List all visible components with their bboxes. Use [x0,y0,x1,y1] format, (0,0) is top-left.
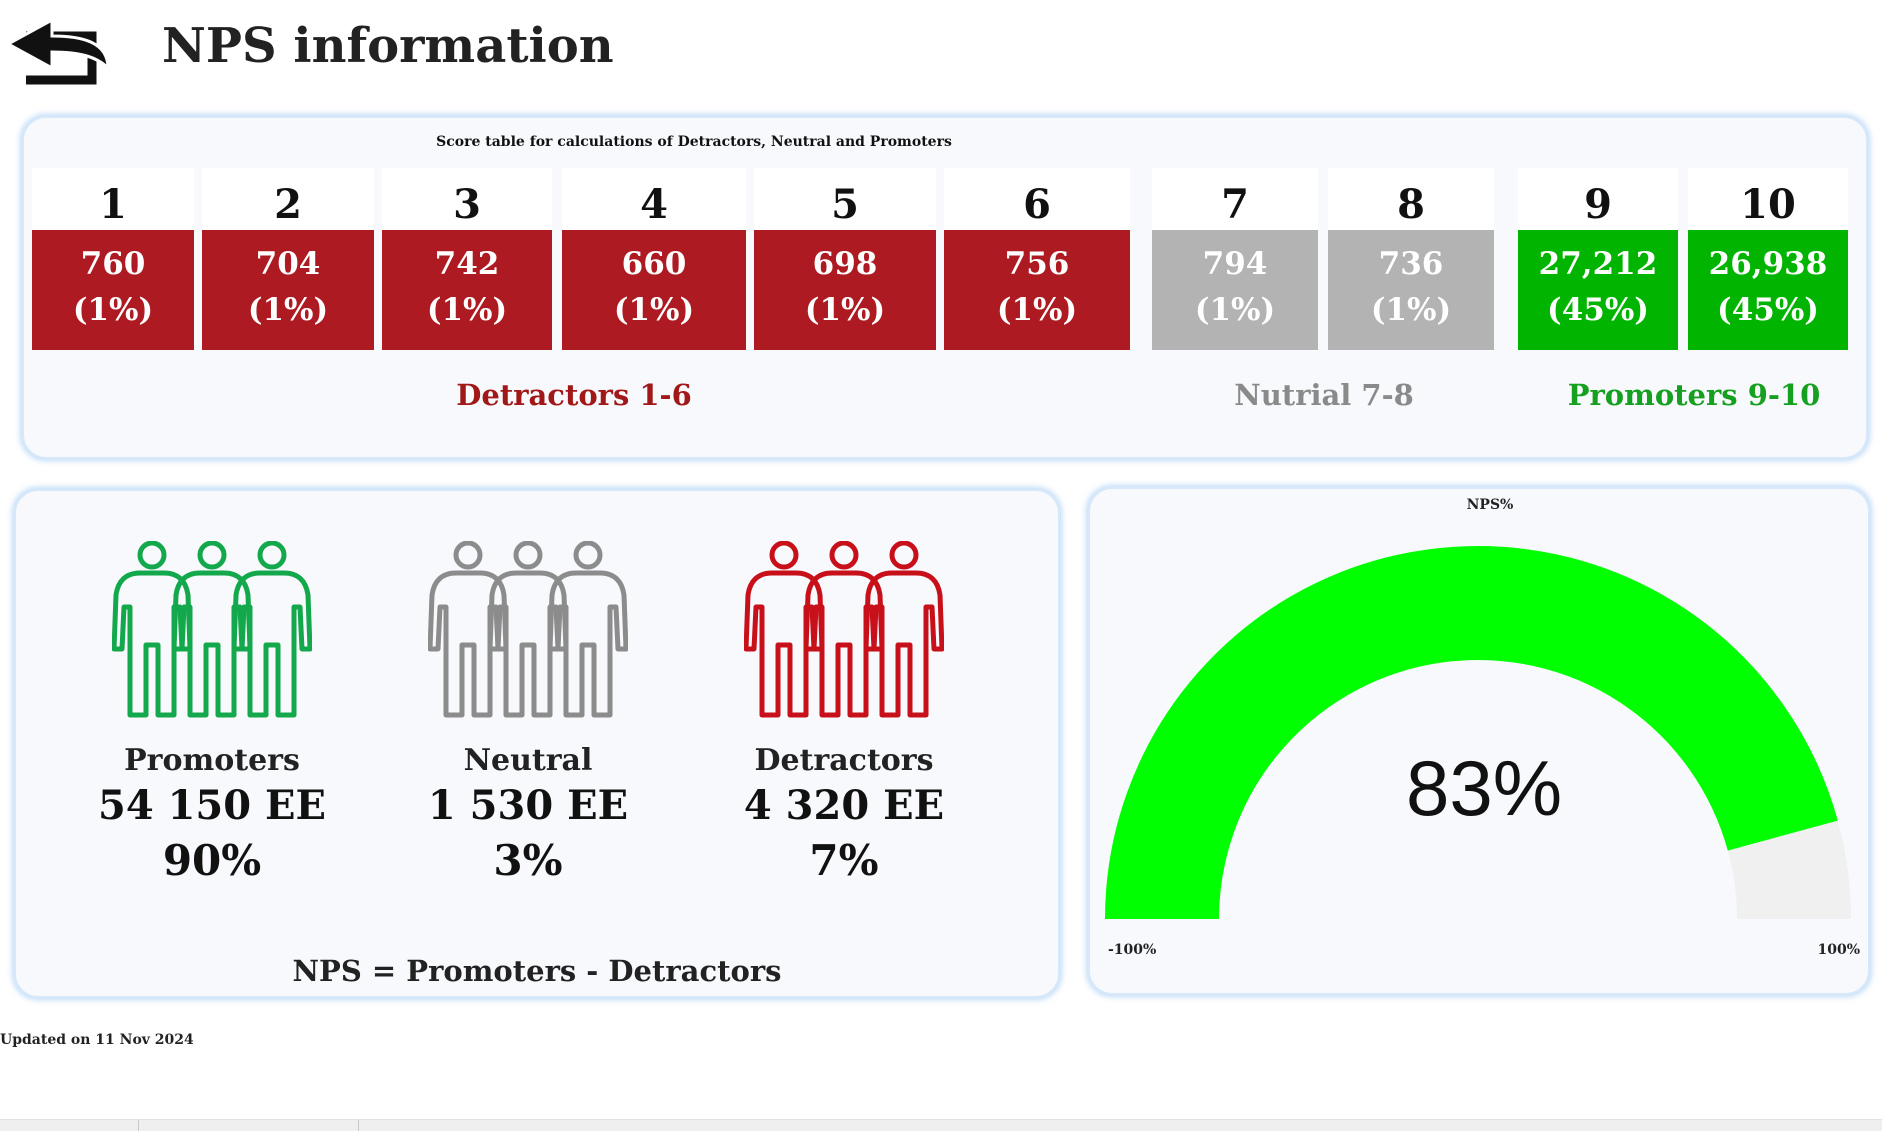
score-number: 10 [1688,168,1848,230]
detractors-group-label: Detractors 1-6 [456,378,692,412]
detractors-label: Detractors [754,743,934,778]
score-count: 756 [1004,246,1070,282]
nps-formula: NPS = Promoters - Detractors [292,954,782,988]
neutral-group-label: Nutrial 7-8 [1234,378,1414,412]
score-column: 2 704 (1%) [202,168,374,358]
promoters-percent: 90% [162,836,262,885]
score-percent: (1%) [996,292,1078,328]
score-number: 8 [1328,168,1494,230]
score-percent: (1%) [613,292,695,328]
segments-card: Promoters 54 150 EE 90% Neutral 1 530 EE… [14,489,1060,998]
score-cell: 760 (1%) [32,230,194,350]
score-number: 7 [1152,168,1318,230]
promoters-group-label: Promoters 9-10 [1567,378,1821,412]
gauge-min-label: -100% [1108,942,1156,958]
nps-gauge-card: NPS% 83% -100% 100% [1088,487,1870,995]
score-number: 1 [32,168,194,230]
people-group-icon [428,541,628,721]
score-cell: 704 (1%) [202,230,374,350]
score-count: 760 [80,246,146,282]
score-count: 698 [812,246,878,282]
score-column: 10 26,938 (45%) [1688,168,1848,358]
back-arrow-icon [4,17,110,85]
gauge-title: NPS% [1467,497,1514,513]
people-group-icon [744,541,944,721]
score-column: 4 660 (1%) [562,168,746,358]
gauge-fill [1105,546,1838,920]
score-cell: 794 (1%) [1152,230,1318,350]
neutral-count: 1 530 EE [427,782,629,829]
score-cell: 26,938 (45%) [1688,230,1848,350]
score-percent: (45%) [1547,292,1649,328]
score-count: 704 [255,246,321,282]
score-cell: 660 (1%) [562,230,746,350]
score-percent: (1%) [426,292,508,328]
score-column: 7 794 (1%) [1152,168,1318,358]
score-column: 5 698 (1%) [754,168,936,358]
sheet-tab-bar[interactable] [0,1119,1882,1131]
people-group-icon [112,541,312,721]
score-column: 1 760 (1%) [32,168,194,358]
score-percent: (1%) [72,292,154,328]
score-percent: (1%) [804,292,886,328]
score-count: 742 [434,246,500,282]
updated-date: Updated on 11 Nov 2024 [0,1032,194,1048]
score-percent: (45%) [1717,292,1819,328]
page-title: NPS information [162,18,614,74]
gauge-max-label: 100% [1817,942,1860,958]
tab-divider [358,1120,359,1131]
score-count: 27,212 [1538,246,1658,282]
promoters-count: 54 150 EE [98,782,326,829]
score-column: 9 27,212 (45%) [1518,168,1678,358]
score-cell: 736 (1%) [1328,230,1494,350]
score-percent: (1%) [1370,292,1452,328]
score-column: 8 736 (1%) [1328,168,1494,358]
neutral-percent: 3% [493,836,563,885]
promoters-label: Promoters [124,743,300,778]
score-count: 26,938 [1708,246,1828,282]
score-table-card: Score table for calculations of Detracto… [22,116,1868,459]
score-count: 794 [1202,246,1268,282]
score-cell: 756 (1%) [944,230,1130,350]
score-number: 6 [944,168,1130,230]
score-column: 3 742 (1%) [382,168,552,358]
tab-divider [138,1120,139,1131]
score-number: 9 [1518,168,1678,230]
score-count: 736 [1378,246,1444,282]
score-number: 2 [202,168,374,230]
score-count: 660 [621,246,687,282]
back-button[interactable] [4,16,118,86]
score-table-caption: Score table for calculations of Detracto… [436,134,952,150]
gauge-value: 83% [1406,744,1562,832]
neutral-segment: Neutral 1 530 EE 3% [368,541,688,889]
neutral-label: Neutral [463,743,593,778]
score-cell: 698 (1%) [754,230,936,350]
score-number: 5 [754,168,936,230]
score-cell: 27,212 (45%) [1518,230,1678,350]
score-percent: (1%) [247,292,329,328]
score-column: 6 756 (1%) [944,168,1130,358]
score-percent: (1%) [1194,292,1276,328]
detractors-segment: Detractors 4 320 EE 7% [684,541,1004,889]
promoters-segment: Promoters 54 150 EE 90% [52,541,372,889]
score-cell: 742 (1%) [382,230,552,350]
score-number: 3 [382,168,552,230]
detractors-count: 4 320 EE [743,782,945,829]
detractors-percent: 7% [809,836,879,885]
score-number: 4 [562,168,746,230]
nps-gauge: NPS% 83% -100% 100% [1105,497,1860,958]
